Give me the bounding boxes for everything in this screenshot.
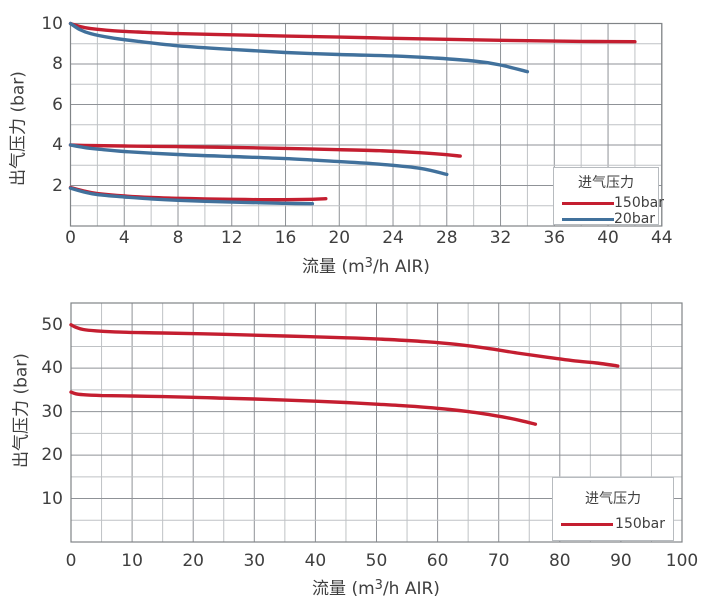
legend-title: 进气压力 <box>585 491 641 507</box>
x-axis-title-suffix: /h AIR) <box>372 257 430 277</box>
plot-border <box>69 22 663 227</box>
x-tick-label: 36 <box>543 228 566 248</box>
legend-item-150bar: 150bar <box>559 516 667 532</box>
x-tick-label: 10 <box>121 551 143 571</box>
x-axis-title-prefix: 流量 (m <box>302 257 365 277</box>
x-tick-label: 24 <box>382 228 404 248</box>
x-tick-label: 0 <box>65 551 77 571</box>
legend-item-20bar: 20bar <box>560 211 655 227</box>
legend-label-150bar: 150bar <box>614 195 664 211</box>
x-tick-label: 50 <box>365 551 388 571</box>
x-axis-title-sup: 3 <box>374 578 383 593</box>
x-tick-label: 100 <box>665 551 699 571</box>
y-axis-title-text: 出气压力 (bar) <box>8 71 29 186</box>
x-axis-title-suffix: /h AIR) <box>382 579 440 599</box>
series-curve <box>68 21 530 74</box>
chart-outlet-pressure-high-range: 出气压力 (bar) 流量 (m3/h AIR) 进气压力 150bar 0 10… <box>0 290 704 614</box>
legend-line-20bar-icon <box>562 217 614 221</box>
x-tick-label: 60 <box>426 551 449 571</box>
y-tick-label: 2 <box>52 175 63 196</box>
x-tick-label: 4 <box>118 228 130 248</box>
legend-label-150bar: 150bar <box>615 516 665 532</box>
y-tick-label: 40 <box>41 358 63 379</box>
y-tick-label: 30 <box>41 401 63 422</box>
legend-item-150bar: 150bar <box>560 195 664 211</box>
x-tick-label: 40 <box>597 228 619 248</box>
y-tick-label: 8 <box>52 54 63 74</box>
legend: 进气压力 150bar <box>552 477 674 541</box>
x-tick-label: 8 <box>172 228 184 248</box>
legend-label-20bar: 20bar <box>614 211 656 227</box>
x-tick-label: 28 <box>435 228 458 248</box>
series-curve <box>68 185 328 202</box>
x-tick-label: 70 <box>487 551 510 571</box>
x-tick-label: 32 <box>489 228 512 248</box>
y-tick-label: 20 <box>41 445 63 466</box>
plot-border <box>70 302 683 543</box>
x-tick-label: 16 <box>274 228 297 248</box>
y-tick-label: 10 <box>41 13 63 34</box>
y-tick-label: 6 <box>52 94 63 115</box>
y-tick-label: 4 <box>52 135 63 155</box>
x-tick-label: 12 <box>220 228 243 248</box>
y-tick-label: 10 <box>41 488 63 509</box>
series-curve <box>68 21 637 44</box>
x-tick-label: 30 <box>243 551 266 571</box>
x-tick-label: 80 <box>548 551 571 571</box>
series-curve <box>68 143 449 177</box>
x-axis-title-sup: 3 <box>364 256 373 271</box>
x-tick-label: 44 <box>650 228 673 248</box>
y-tick-label: 50 <box>41 314 63 335</box>
x-axis-title: 流量 (m3/h AIR) <box>246 574 506 599</box>
legend-line-150bar-icon <box>562 201 614 205</box>
series-curve <box>68 186 315 206</box>
x-tick-label: 20 <box>328 228 351 248</box>
x-tick-label: 0 <box>65 228 76 248</box>
x-axis-title: 流量 (m3/h AIR) <box>236 252 496 277</box>
x-tick-label: 40 <box>304 551 327 571</box>
series-curve <box>68 143 462 158</box>
x-tick-label: 20 <box>182 551 204 571</box>
series-curve <box>69 323 620 368</box>
legend: 进气压力 150bar 20bar <box>553 167 664 227</box>
chart-outlet-pressure-low-range: 出气压力 (bar) 流量 (m3/h AIR) 进气压力 150bar 20b… <box>0 0 704 290</box>
series-curve <box>69 390 538 426</box>
x-tick-label: 90 <box>610 551 632 571</box>
legend-line-150bar-icon <box>561 522 613 526</box>
legend-title: 进气压力 <box>578 175 634 191</box>
y-axis-title: 出气压力 (bar) <box>4 64 29 194</box>
plot-area-top-chart <box>68 21 663 227</box>
x-axis-title-prefix: 流量 (m <box>312 579 375 599</box>
